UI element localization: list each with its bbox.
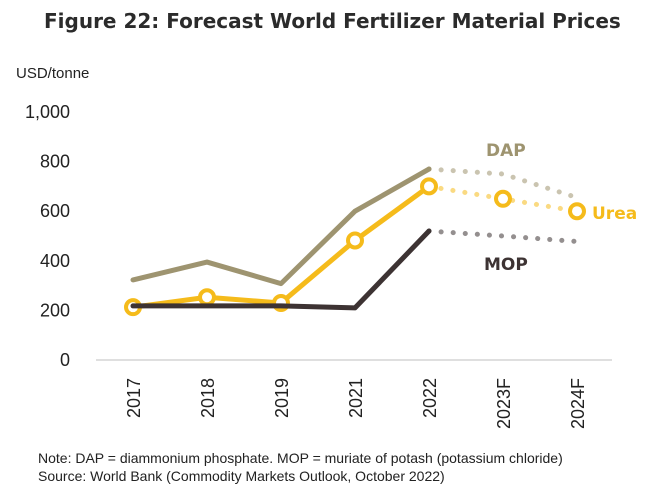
y-tick-label: 400 (40, 251, 70, 271)
x-tick-label: 2021 (346, 378, 366, 418)
y-tick-label: 200 (40, 300, 70, 320)
x-tick-label: 2023F (494, 378, 514, 429)
series-line (130, 183, 432, 310)
y-tick-label: 0 (60, 350, 70, 370)
data-point (420, 177, 438, 196)
y-tick-label: 1,000 (25, 102, 70, 122)
y-tick-label: 600 (40, 201, 70, 221)
series-label: Urea (592, 204, 637, 224)
x-tick-label: 2018 (198, 378, 218, 418)
x-tick-label: 2024F (568, 378, 588, 429)
line-chart: USD/tonne 0 200 400 600 800 1,000 2017 2018 2019 2… (16, 65, 637, 429)
x-tick-label: 2022 (420, 378, 440, 418)
y-axis-label: USD/tonne (16, 65, 89, 82)
series-line (130, 228, 432, 311)
series-line (130, 166, 432, 287)
series-label: DAP (486, 141, 526, 161)
data-point (346, 231, 364, 250)
x-tick-label: 2017 (124, 378, 144, 418)
footnote: Note: DAP = diammonium phosphate. MOP = … (38, 450, 563, 466)
series-forecast-line (426, 228, 580, 244)
series-forecast-line (426, 166, 580, 201)
chart-notes: Note: DAP = diammonium phosphate. MOP = … (38, 449, 563, 485)
chart-title: Figure 22: Forecast World Fertilizer Mat… (44, 9, 621, 33)
source-line: Source: World Bank (Commodity Markets Ou… (38, 468, 445, 484)
x-tick-label: 2019 (272, 378, 292, 418)
series-label: MOP (484, 255, 528, 275)
y-tick-label: 800 (40, 152, 70, 172)
data-point (568, 202, 586, 221)
data-point (198, 288, 216, 307)
data-point (494, 189, 512, 208)
